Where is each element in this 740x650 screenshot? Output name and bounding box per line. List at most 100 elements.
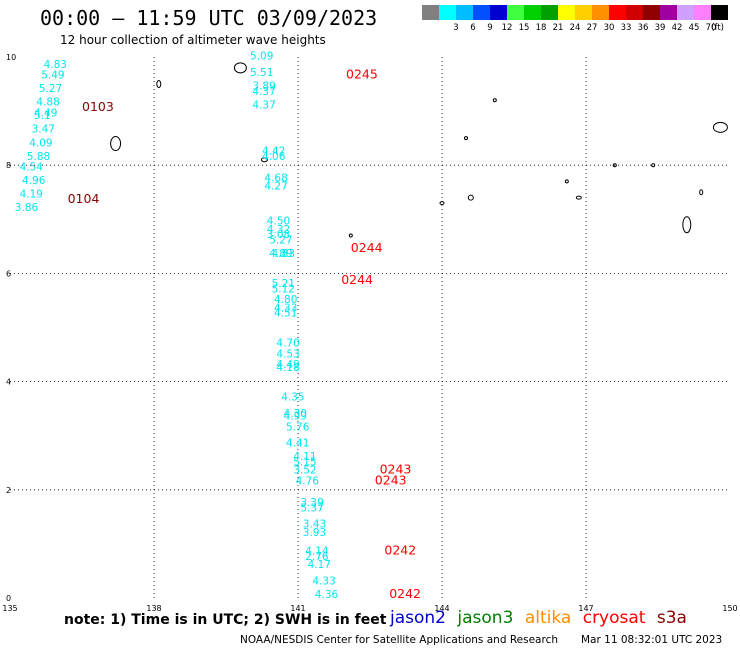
colorbar-bin (439, 5, 456, 20)
satellite-legend: jason2 jason3 altika cryosat s3a (390, 608, 693, 628)
colorbar-label: 21 (553, 23, 564, 33)
wave-height-label: 5.49 (41, 70, 64, 82)
wave-height-label: 4.37 (252, 99, 275, 111)
island-outline (260, 157, 268, 163)
island-outline (651, 163, 656, 168)
colorbar-bin (541, 5, 558, 20)
colorbar-bin (507, 5, 524, 20)
legend-sat-cryosat: cryosat (582, 608, 646, 628)
legend-sat-jason2: jason2 (390, 608, 446, 628)
wave-height-label: 4.19 (20, 189, 43, 201)
wave-height-label: 4.33 (274, 302, 297, 314)
wave-height-label: 4.42 (262, 145, 285, 157)
wave-height-label: 4.35 (281, 392, 304, 404)
track-time-label: 0103 (82, 99, 114, 114)
wave-height-label: 3.39 (300, 497, 323, 509)
island-outline (110, 136, 122, 152)
colorbar-bin (694, 5, 711, 20)
wave-height-label: 5.76 (286, 421, 310, 433)
wave-height-label: 4.68 (264, 172, 287, 184)
wave-height-label: 4.30 (284, 408, 307, 420)
colorbar-label: 24 (570, 23, 581, 33)
island-outline (564, 179, 569, 184)
island-outline (464, 136, 468, 141)
colorbar-bin (711, 5, 728, 20)
wave-height-label: 4.80 (274, 294, 297, 306)
colorbar-unit: (ft) (711, 23, 724, 33)
colorbar-bin (677, 5, 694, 20)
colorbar-label: 12 (502, 23, 513, 33)
island-outline (492, 98, 497, 103)
lat-tick-label: 0 (6, 594, 11, 603)
colorbar-label: 18 (536, 23, 547, 33)
legend-note: note: 1) Time is in UTC; 2) SWH is in fe… (64, 612, 387, 628)
colorbar-bin (558, 5, 575, 20)
wave-height-label: 4.54 (20, 162, 44, 174)
colorbar-label: 6 (470, 23, 475, 33)
colorbar-bin (473, 5, 490, 20)
wave-height-label: 4.88 (36, 97, 59, 109)
colorbar-label: 27 (587, 23, 598, 33)
colorbar-label: 39 (655, 23, 666, 33)
wave-height-label: 4.76 (296, 475, 320, 487)
lat-tick-label: 8 (6, 161, 11, 170)
colorbar-bin (660, 5, 677, 20)
wave-height-label: 4.83 (272, 248, 295, 260)
colorbar-bin (609, 5, 626, 20)
track-time-label: 0242 (389, 586, 421, 601)
footer-credit: NOAA/NESDIS Center for Satellite Applica… (240, 634, 558, 646)
wave-height-label: 5.15 (293, 456, 316, 468)
wave-height-label: 3.47 (32, 124, 55, 136)
wave-height-label: 5.88 (27, 151, 50, 163)
wave-height-label: 4.06 (262, 151, 286, 163)
lon-tick-label: 150 (722, 604, 737, 613)
wave-height-label: 3.08 (267, 229, 290, 241)
map-title: 00:00 – 11:59 UTC 03/09/2023 (40, 6, 378, 30)
colorbar-label: 45 (689, 23, 700, 33)
wave-height-label: 4.83 (44, 59, 67, 71)
wave-height-label: 4.09 (29, 137, 52, 149)
wave-height-label: 5.09 (250, 51, 273, 63)
wave-height-label: 4.37 (252, 86, 275, 98)
colorbar-bin (626, 5, 643, 20)
colorbar-bin (456, 5, 473, 20)
lat-tick-label: 4 (6, 378, 11, 387)
colorbar-bin (524, 5, 541, 20)
wave-height-label: 5.27 (39, 83, 62, 95)
colorbar-bin (490, 5, 507, 20)
wave-height-label: 3.52 (293, 465, 316, 477)
wave-height-label: 4.27 (264, 181, 287, 193)
colorbar-label: 30 (604, 23, 615, 33)
wave-height-label: 4.70 (276, 337, 299, 349)
wave-height-label: 4.51 (274, 308, 297, 320)
track-time-label: 0244 (351, 240, 383, 255)
lon-tick-label: 135 (2, 604, 17, 613)
island-outline (712, 121, 728, 133)
lon-tick-label: 138 (146, 604, 161, 613)
colorbar-label: 42 (672, 23, 683, 33)
wave-height-label: 4.36 (315, 589, 339, 601)
island-outline (156, 80, 162, 89)
colorbar-bin (592, 5, 609, 20)
wave-height-label: 4.18 (276, 362, 299, 374)
wave-height-label: 4.99 (284, 410, 307, 422)
wave-height-label: 5.12 (272, 283, 295, 295)
track-time-label: 0245 (346, 67, 378, 82)
track-time-label: 0243 (375, 472, 407, 487)
wave-height-label: 5.21 (272, 278, 295, 290)
colorbar-bin (422, 5, 439, 20)
colorbar-label: 3 (453, 23, 458, 33)
wave-height-label: 4.32 (267, 224, 290, 236)
wave-height-label: 4.33 (312, 575, 335, 587)
wave-height-label: 5.37 (300, 502, 323, 514)
colorbar-label: 9 (487, 23, 492, 33)
legend-sat-s3a: s3a (656, 608, 687, 628)
wave-height-label: 4.41 (286, 438, 309, 450)
colorbar-bin (643, 5, 660, 20)
island-outline (575, 195, 582, 200)
island-outline (439, 201, 445, 206)
lat-tick-label: 2 (6, 486, 11, 495)
wave-height-label: 4.89 (269, 248, 292, 260)
legend-sat-altika: altika (524, 608, 572, 628)
